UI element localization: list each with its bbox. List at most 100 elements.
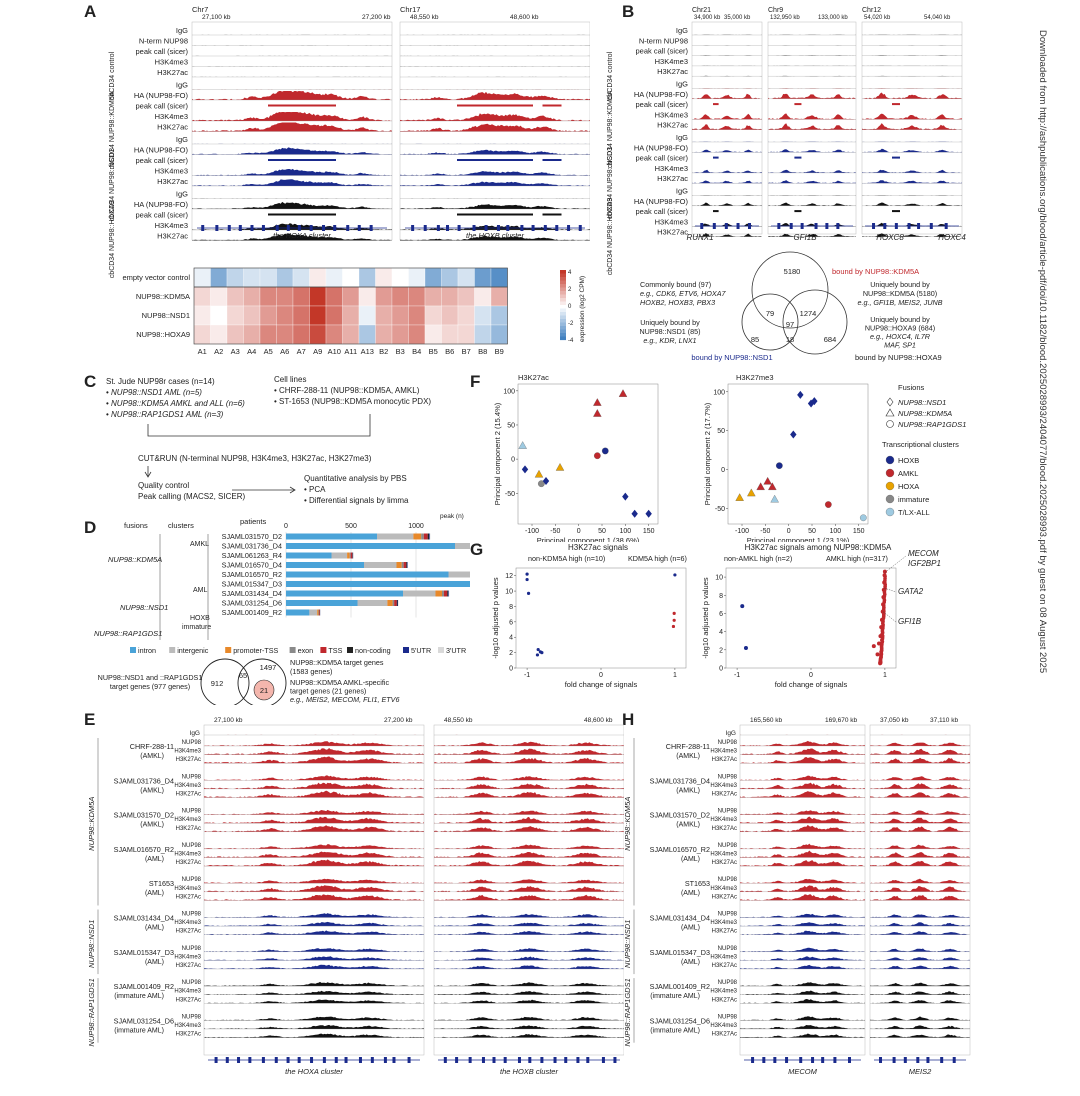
heatmap-col-label-9: A11 <box>344 347 357 356</box>
volcano-ac-xtick-label-0: -1 <box>524 672 530 679</box>
svgH-sample-sub-8: (immature AML) <box>650 1027 700 1034</box>
gene-track-hoxa-exon <box>201 225 205 231</box>
gene-track-hoxb-exon <box>555 225 559 231</box>
svgH-sig-l <box>740 956 865 961</box>
heatmap-col-label-6: A7 <box>297 347 306 356</box>
track-label-a-3-0: IgG <box>176 190 188 199</box>
signal-a1-1-4 <box>192 122 392 132</box>
case-item-2: • NUP98::KDM5A AMKL and ALL (n=6) <box>106 399 245 408</box>
pca-ac-frame <box>517 383 659 525</box>
gene-track-hoxb-exon <box>457 225 461 231</box>
bar-segment-intergenic <box>377 533 414 540</box>
svgE-genes-right-exon <box>553 1057 557 1063</box>
svgH-group-label-2: NUP98::RAP1GDS1 <box>623 978 632 1046</box>
svgE-sig-l <box>204 956 424 961</box>
track-label-b-3-0: IgG <box>676 187 688 196</box>
volcano-kdm5a-left-group: non-AMKL high (n=2) <box>724 554 792 563</box>
volcano-kdm5a-ytick-label-1: 2 <box>719 647 723 654</box>
svgE-track-6-1: H3K4me3 <box>174 954 201 960</box>
peak-call-a-2-0 <box>268 159 328 161</box>
cluster-immature: immature <box>182 624 211 631</box>
heatmap-cell <box>292 267 310 288</box>
svgH-sig-r <box>870 817 970 824</box>
signal-a1-1-3 <box>192 112 392 121</box>
heatmap-cell <box>457 286 475 307</box>
heatmap-cell <box>292 305 310 326</box>
cell-line-1-text: CHRF-288-11 (NUP98::KDM5A, AMKL) <box>279 386 420 395</box>
track-label-a-0-0: IgG <box>176 26 188 35</box>
track-label-a-0-4: H3K27ac <box>157 68 188 77</box>
pca-ac-xtick-label-5: 150 <box>643 528 655 535</box>
svgE-sig-r <box>434 741 624 746</box>
svgH-sig-r <box>870 895 970 901</box>
patient-label-3: SJAML016570_D4 <box>222 561 282 570</box>
heatmap-cell <box>292 286 310 307</box>
venn-d-left-label-1: target genes (977 genes) <box>110 682 190 691</box>
gene-track-b-2-exon <box>894 223 898 229</box>
svgE-frame-right <box>433 724 624 1056</box>
venn-note-hoxa9-3: MAF, SP1 <box>884 341 916 350</box>
svgH-sig-l <box>740 1033 865 1038</box>
svgH-sig-r <box>870 1025 970 1029</box>
volcano-ac-ytick-label-6: 12 <box>505 573 513 580</box>
svgE-sig-r <box>434 913 624 918</box>
heatmap-cell <box>325 305 343 326</box>
svgE-genes-right-exon <box>455 1057 459 1063</box>
gene-track-hoxb-exon <box>543 225 547 231</box>
svgE-track-3-2: H3K27Ac <box>176 860 201 866</box>
peak-call-a-3-1 <box>316 213 336 216</box>
pca-me3-title: H3K27me3 <box>736 373 774 382</box>
svgH-sig-r <box>870 1000 970 1004</box>
svgH-sig-l <box>740 930 865 935</box>
svgH-track-6-1: H3K4me3 <box>710 954 737 960</box>
heatmap-cell <box>424 324 442 345</box>
peak-call-b <box>794 103 802 106</box>
signal-b <box>768 169 856 173</box>
svgE-track-2-1: H3K4me3 <box>174 817 201 823</box>
svgE-track-4-1: H3K4me3 <box>174 886 201 892</box>
track-label-a-2-2: peak call (sicer) <box>135 156 188 165</box>
volcano-kdm5a-title: H3K27ac signals among NUP98::KDM5A <box>745 543 892 552</box>
track-label-b-1-0: IgG <box>676 80 688 89</box>
signal-a1-1-1 <box>192 91 392 100</box>
col-fusions: fusions <box>124 521 148 530</box>
bar-segment-promoter-TSS <box>413 533 422 540</box>
peak-call-b-3-1 <box>542 213 562 216</box>
track-label-a-1-0: IgG <box>176 81 188 90</box>
heatmap-legend-tick-3: -2 <box>568 321 574 327</box>
gene-track-hoxa-exon <box>322 225 326 231</box>
heatmap-cell <box>309 286 327 307</box>
signal-a1-2-1 <box>192 147 392 155</box>
bar-segment-intergenic <box>364 562 397 568</box>
bar-segment-exon <box>401 562 404 568</box>
heatmap-cell <box>408 267 426 288</box>
heatmap-cell <box>276 324 294 345</box>
svgH-sig-r <box>870 1016 970 1021</box>
group-label-a-3: cbCD34 NUP98::HOXA9 <box>109 201 116 279</box>
svgH-sig-l <box>740 947 865 952</box>
track-label-b-3-3: H3K4me3 <box>655 217 688 226</box>
track-label-b-1-3: H3K4me3 <box>655 110 688 119</box>
heatmap-cell <box>276 286 294 307</box>
svgE-track-0-1: H3K4me3 <box>174 749 201 755</box>
svgE-sig-r <box>434 982 624 987</box>
pca-me3-point <box>775 462 783 470</box>
pca-ac-ytick-label-3: 100 <box>503 388 515 395</box>
group-label-a-0: cbCD34 control <box>109 51 116 100</box>
svgH-track-6-0: NUP98 <box>718 946 738 952</box>
bar-segment-non-coding <box>427 533 429 540</box>
pca-ac-point <box>631 509 638 518</box>
svgE-sig-l <box>204 885 424 892</box>
signal-a2-1-1 <box>400 91 590 100</box>
bar-segment-promoter-TSS <box>387 600 393 606</box>
signal-a2-3-1 <box>400 204 590 209</box>
panel-label-c: C <box>84 372 97 391</box>
svgE-track-7-0: NUP98 <box>182 980 202 986</box>
pca-ac-ytick-label-1: 0 <box>511 457 515 464</box>
heatmap-cell <box>259 267 277 288</box>
heatmap-cell <box>490 305 508 326</box>
svgE-sample-name-2: SJAML031570_D2 <box>114 811 174 820</box>
signal-b <box>862 202 962 206</box>
svgH-track-8-1: H3K4me3 <box>710 1023 737 1029</box>
legend-label-6: 5'UTR <box>411 646 431 655</box>
